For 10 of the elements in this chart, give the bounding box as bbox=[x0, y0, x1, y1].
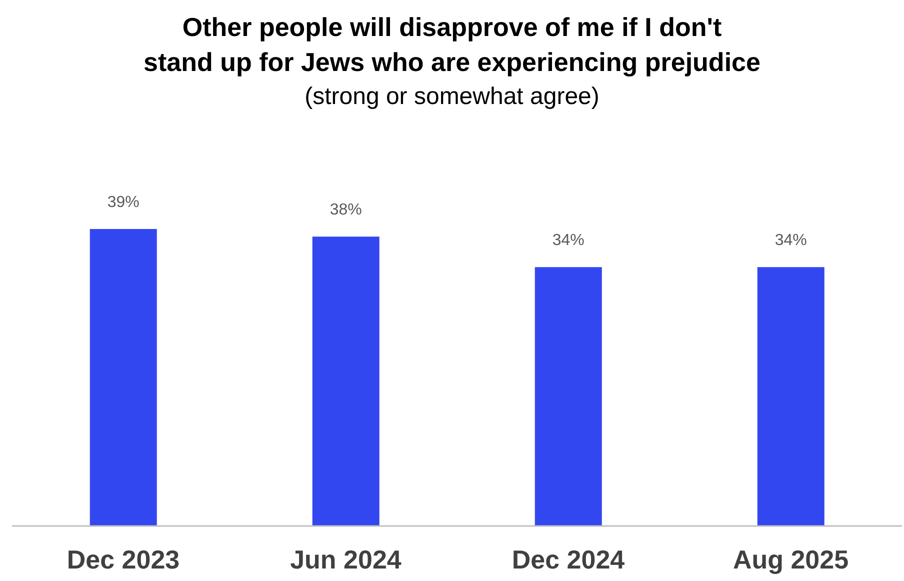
data-label: 39% bbox=[107, 194, 140, 211]
data-label: 34% bbox=[552, 232, 584, 250]
x-tick-label: Aug 2025 bbox=[732, 544, 849, 574]
data-label: 34% bbox=[774, 232, 807, 250]
x-tick-label: Jun 2024 bbox=[290, 544, 402, 574]
x-tick-label: Dec 2023 bbox=[66, 544, 180, 574]
chart-subtitle: (strong or somewhat agree) bbox=[304, 82, 600, 112]
chart-title: Other people will disapprove of me if I don't stand up for Jews who are experiencing prejudice bbox=[142, 11, 762, 79]
data-label: 38% bbox=[330, 202, 362, 219]
x-tick-label: Dec 2024 bbox=[512, 544, 626, 574]
